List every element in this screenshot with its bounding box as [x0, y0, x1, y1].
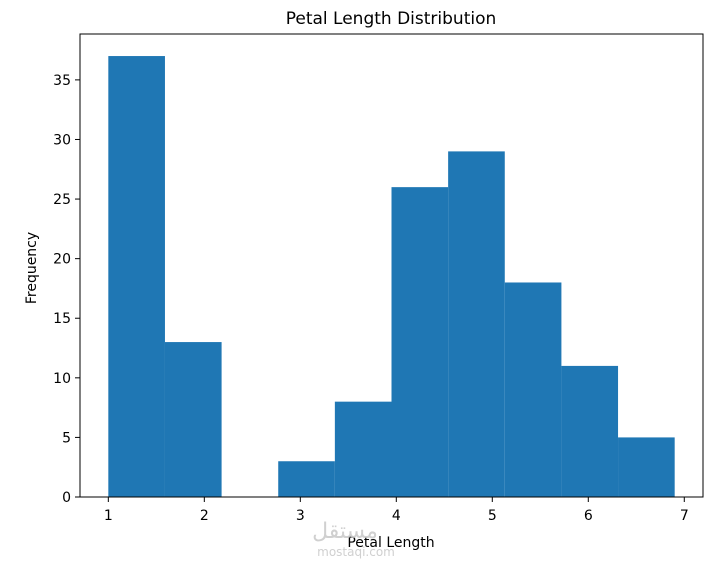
y-tick-label: 35: [53, 73, 71, 89]
y-tick-label: 15: [53, 311, 71, 327]
chart-title: Petal Length Distribution: [286, 9, 497, 29]
histogram-bar: [278, 461, 335, 497]
y-axis-label: Frequency: [24, 232, 40, 304]
histogram-bar: [448, 151, 505, 497]
y-tick-label: 25: [53, 192, 71, 208]
y-tick-label: 0: [62, 490, 71, 506]
histogram-bar: [391, 187, 449, 497]
y-tick-label: 10: [53, 371, 71, 387]
histogram-bar: [504, 282, 562, 497]
histogram-bar: [108, 56, 165, 498]
watermark: مستقل mostaqi.com: [312, 519, 395, 559]
y-tick-label: 30: [53, 132, 71, 148]
y-tick-label: 20: [53, 252, 71, 268]
x-tick-label: 6: [584, 508, 593, 524]
bars-group: [108, 56, 675, 498]
watermark-latin: mostaqi.com: [317, 545, 395, 559]
x-axis-ticks: 1 2 3 4 5 6 7: [104, 497, 689, 524]
x-tick-label: 4: [392, 508, 401, 524]
x-axis-label: Petal Length: [347, 535, 434, 551]
y-axis-ticks: 0 5 10 15 20 25 30 35: [53, 73, 80, 506]
histogram-bar: [618, 437, 675, 497]
x-tick-label: 7: [680, 508, 689, 524]
x-tick-label: 1: [104, 508, 113, 524]
x-tick-label: 2: [200, 508, 209, 524]
histogram-bar: [334, 401, 392, 497]
plot-frame: [79, 33, 704, 498]
histogram-bar: [164, 342, 222, 497]
x-tick-label: 5: [488, 508, 497, 524]
watermark-arabic: مستقل: [312, 519, 378, 544]
y-tick-label: 5: [62, 430, 71, 446]
histogram-bar: [561, 365, 619, 497]
x-tick-label: 3: [296, 508, 305, 524]
